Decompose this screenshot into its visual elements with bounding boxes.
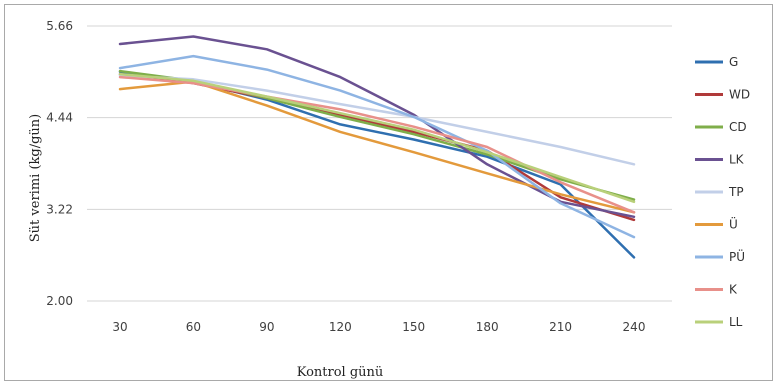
x-axis-ticks: 30 60 90 120 150 180 210 240 [112,320,645,334]
legend-label: CD [729,120,747,134]
legend-label: G [729,55,738,69]
legend-label: WD [729,88,750,102]
y-axis-title: Süt verimi (kg/gün) [28,114,43,242]
legend: G WD CD LK TP Ü PÜ K LL [695,55,750,329]
legend-label: LL [729,315,743,329]
x-tick-label: 240 [623,320,646,334]
x-tick-label: 150 [402,320,425,334]
x-tick-label: 60 [186,320,201,334]
legend-label: K [729,283,738,297]
x-axis-title: Kontrol günü [297,365,384,380]
legend-label: Ü [729,216,738,232]
x-tick-label: 120 [329,320,352,334]
legend-label: TP [728,185,744,199]
series-line-LL [118,72,636,204]
series-line-TP [118,74,636,166]
y-tick-label: 4.44 [46,111,73,125]
gridlines [87,25,672,302]
x-tick-label: 210 [549,320,572,334]
series-line-K [118,75,636,214]
legend-label: LK [729,153,745,167]
y-tick-label: 5.66 [46,19,73,33]
y-tick-label: 2.00 [46,294,73,308]
legend-label: PÜ [729,248,745,264]
x-tick-label: 90 [259,320,274,334]
y-axis-ticks: 2.00 3.22 4.44 5.66 [46,19,73,308]
series-lines [118,35,636,259]
series-line-PÜ [118,54,636,239]
y-tick-label: 3.22 [46,202,73,216]
x-tick-label: 180 [476,320,499,334]
x-tick-label: 30 [112,320,127,334]
series-line-G [118,70,636,259]
